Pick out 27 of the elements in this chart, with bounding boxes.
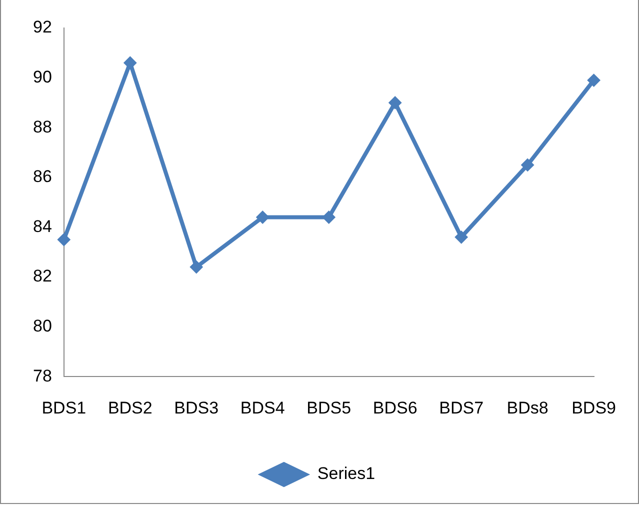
- legend-label: Series1: [317, 464, 376, 484]
- point: [388, 96, 402, 110]
- point: [322, 210, 336, 224]
- y-tick-label: 82: [32, 266, 52, 286]
- y-tick-label: 88: [32, 117, 52, 136]
- point: [190, 260, 203, 274]
- point: [587, 74, 600, 87]
- x-tick-label: BDS2: [108, 398, 152, 418]
- y-tick-label: 92: [32, 18, 52, 37]
- y-tick-label: 86: [32, 167, 52, 186]
- x-tick-label: BDS5: [306, 398, 352, 418]
- x-tick-label: BDS6: [372, 398, 418, 418]
- point: [256, 210, 270, 224]
- point: [454, 230, 468, 244]
- y-tick-label: 90: [32, 67, 52, 86]
- y-tick-label: 78: [32, 366, 52, 386]
- point: [57, 233, 70, 246]
- x-tick-label: BDs8: [506, 398, 548, 418]
- x-tick-label: BDS4: [240, 398, 285, 418]
- y-tick-label: 84: [32, 216, 52, 236]
- x-tick-label: BDS1: [42, 398, 86, 418]
- point: [521, 158, 534, 172]
- x-tick-label: BDS7: [439, 398, 484, 418]
- y-tick-label: 80: [32, 316, 52, 336]
- x-tick-label: BDS3: [174, 398, 219, 418]
- point: [124, 56, 137, 70]
- x-tick-label: BDS9: [572, 398, 616, 418]
